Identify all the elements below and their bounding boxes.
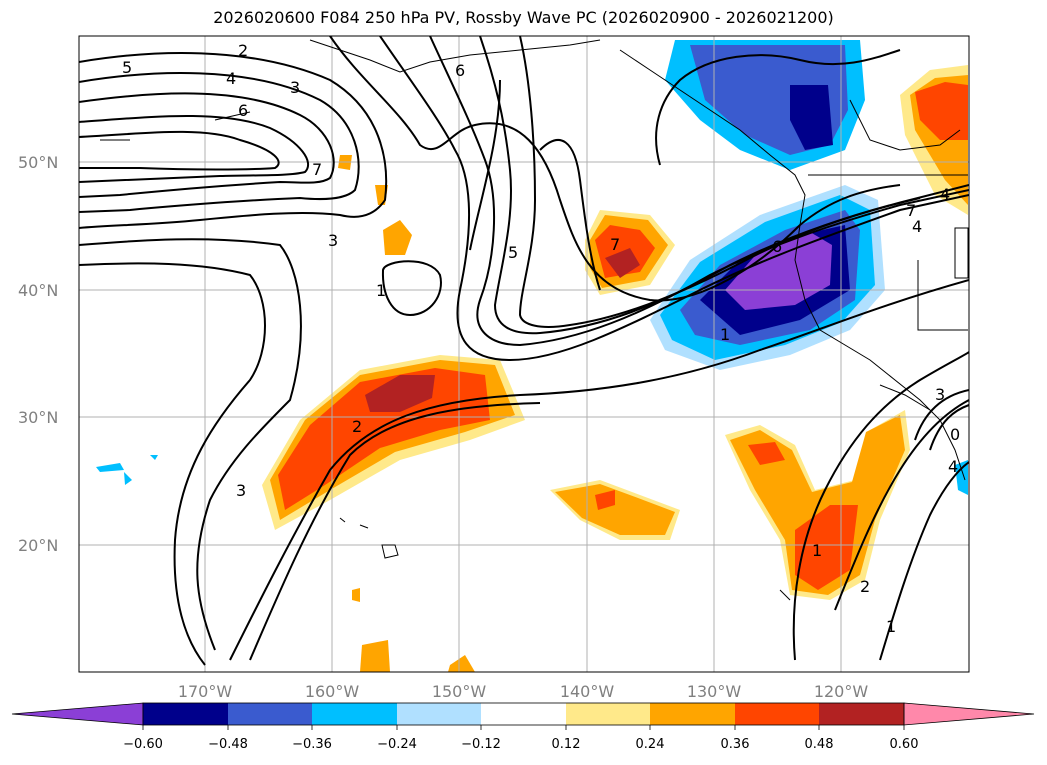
colorbar-segment [566,703,650,725]
contour-label: 3 [290,78,300,97]
colorbar-segment [903,702,1035,726]
contour-label: 2 [352,417,362,436]
contour-label: 2 [860,577,870,596]
lon-label-130w: 130°W [687,682,742,701]
lon-label-120w: 120°W [814,682,869,701]
contour-label: 5 [508,243,518,262]
contour-label: 1 [376,281,386,300]
colorbar-tick-label: −0.48 [208,737,248,752]
negative-anomaly-north [665,40,865,170]
map-title: 2026020600 F084 250 hPa PV, Rossby Wave … [213,8,834,27]
contour-label: 3 [328,231,338,250]
contour-label: 4 [912,217,922,236]
lat-label-30n: 30°N [18,408,58,427]
contour-label: 1 [886,617,896,636]
colorbar-tick-label: −0.12 [461,737,501,752]
contour-label: 1 [720,325,730,344]
latitude-labels: 50°N 40°N 30°N 20°N [18,153,58,555]
colorbar-segment [481,703,566,725]
colorbar-segment [819,703,904,725]
positive-anomaly-middle [585,210,675,295]
contour-label: 4 [226,69,236,88]
lon-label-150w: 150°W [432,682,487,701]
colorbar-tick-label: 0.48 [805,737,834,752]
contour-label: 7 [610,235,620,254]
colorbar-segment [11,702,144,726]
colorbar-frame [142,702,905,726]
contour-label: 7 [906,201,916,220]
colorbar-tick-label: 0.12 [552,737,581,752]
colorbar-segment [650,703,735,725]
contour-label: 4 [940,185,950,204]
colorbar-tick-label: 0.36 [721,737,750,752]
lat-label-20n: 20°N [18,536,58,555]
colorbar-segment [735,703,819,725]
contour-label: 6 [772,237,782,256]
colorbar-segment [228,703,312,725]
negative-anomaly-small [96,455,968,495]
contour-label: 6 [238,101,248,120]
contour-label: 6 [455,61,465,80]
colorbar: −0.60 −0.48 −0.36 −0.24 −0.12 0.12 0.24 … [11,702,1035,752]
contour-label: 5 [122,58,132,77]
lon-label-140w: 140°W [560,682,615,701]
colorbar-tick-label: 0.24 [636,737,665,752]
coastlines [100,39,969,601]
contour-label: 2 [238,41,248,60]
colorbar-segment [143,703,228,725]
contour-label: 3 [935,385,945,404]
colorbar-tick-label: −0.36 [292,737,332,752]
contour-label: 3 [236,481,246,500]
graticule [79,36,969,672]
colorbar-segment [312,703,397,725]
lat-label-50n: 50°N [18,153,58,172]
contour-label: 4 [948,457,958,476]
contour-label: 0 [950,425,960,444]
lon-label-170w: 170°W [178,682,233,701]
contour-label: 1 [812,541,822,560]
colorbar-tick-label: −0.24 [377,737,417,752]
colorbar-ticks [142,725,905,730]
longitude-labels: 170°W 160°W 150°W 140°W 130°W 120°W [178,682,869,701]
lon-label-160w: 160°W [305,682,360,701]
contour-labels: 2 5 4 3 6 6 7 3 1 5 7 6 4 1 2 3 7 4 3 0 … [122,41,960,636]
colorbar-segment [397,703,481,725]
contour-label: 7 [312,160,322,179]
positive-anomaly-east [900,65,968,215]
lat-label-40n: 40°N [18,281,58,300]
colorbar-tick-label: −0.60 [123,737,163,752]
map-frame [78,35,970,673]
colorbar-tick-label: 0.60 [890,737,919,752]
pv-contours [79,36,969,666]
